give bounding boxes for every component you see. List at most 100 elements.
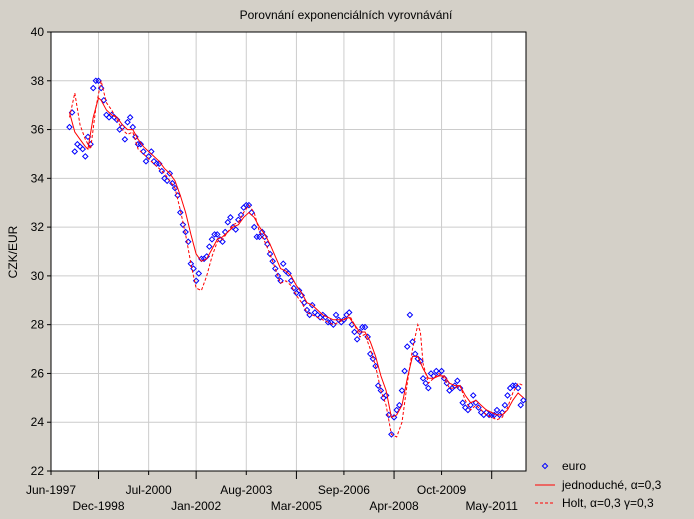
legend: euro jednoduché, α=0,3 Holt, α=0,3 γ=0,3	[535, 459, 662, 510]
data-point	[169, 179, 176, 187]
data-point	[361, 323, 369, 331]
legend-label-simple: jednoduché, α=0,3	[561, 478, 662, 492]
data-point	[467, 401, 474, 409]
data-point	[419, 375, 427, 382]
data-point	[509, 382, 517, 389]
data-point	[488, 411, 496, 419]
data-point	[211, 231, 218, 238]
data-point	[195, 270, 203, 277]
data-point	[179, 221, 187, 228]
x-tick-label: Jul-2000	[126, 483, 172, 497]
x-tick-label: Jun-1997	[26, 483, 76, 497]
data-point	[258, 228, 266, 236]
y-tick-label: 34	[31, 171, 45, 185]
data-point	[95, 77, 102, 85]
data-point	[422, 379, 430, 387]
data-point	[266, 250, 274, 258]
data-point	[485, 411, 493, 419]
data-point	[245, 201, 253, 209]
data-point	[356, 328, 364, 336]
y-tick-label: 24	[31, 415, 45, 429]
data-point	[454, 377, 461, 385]
data-point	[182, 228, 189, 236]
data-point	[285, 270, 292, 277]
data-point	[396, 401, 403, 409]
x-tick-label: Oct-2009	[417, 483, 467, 497]
x-tick-label: Jan-2002	[171, 499, 221, 513]
data-point	[219, 238, 226, 246]
data-point	[269, 257, 276, 265]
data-point	[81, 153, 89, 160]
data-point	[166, 170, 174, 177]
data-point	[372, 362, 379, 370]
y-tick-label: 36	[31, 123, 45, 137]
data-point	[253, 233, 261, 241]
data-point	[137, 140, 145, 148]
data-point	[227, 214, 234, 221]
data-point	[224, 218, 232, 226]
data-point	[459, 399, 466, 407]
data-point	[351, 328, 358, 336]
y-axis-label: CZK/EUR	[6, 225, 20, 278]
data-point	[369, 355, 377, 363]
data-point	[295, 287, 303, 294]
data-point	[176, 209, 184, 216]
y-tick-label: 38	[31, 74, 45, 88]
data-point	[140, 148, 147, 155]
x-tick-label: Dec-1998	[72, 499, 124, 513]
data-point	[261, 233, 269, 241]
plot-area	[51, 32, 526, 471]
data-point	[142, 157, 150, 165]
data-point	[121, 136, 129, 143]
data-point	[271, 265, 279, 272]
data-point	[208, 235, 216, 243]
data-point	[66, 123, 73, 131]
data-point	[187, 260, 195, 268]
data-point	[353, 335, 361, 343]
y-tick-label: 28	[31, 318, 45, 332]
data-point	[425, 384, 432, 392]
legend-label-holt: Holt, α=0,3 γ=0,3	[562, 496, 654, 510]
x-tick-label: May-2011	[465, 499, 518, 513]
data-point	[279, 260, 287, 268]
x-tick-label: Aug-2003	[220, 483, 272, 497]
data-point	[388, 431, 395, 438]
data-point	[417, 357, 424, 365]
data-point	[406, 311, 414, 319]
data-point	[438, 367, 445, 375]
data-point	[393, 406, 401, 414]
data-point	[92, 77, 100, 85]
data-point	[79, 145, 86, 153]
legend-item-simple: jednoduché, α=0,3	[535, 478, 662, 492]
simple-smoothing-line	[69, 96, 524, 419]
data-point	[501, 401, 509, 409]
data-point	[520, 396, 527, 404]
data-point	[306, 311, 313, 319]
y-tick-label: 22	[31, 464, 45, 478]
legend-item-euro: euro	[541, 459, 586, 473]
data-point	[409, 338, 416, 346]
data-point	[232, 226, 240, 233]
data-point	[71, 148, 79, 155]
data-point	[456, 384, 464, 392]
legend-marker-euro	[541, 462, 549, 470]
data-point	[171, 184, 179, 192]
legend-label-euro: euro	[562, 459, 586, 473]
data-point	[401, 367, 408, 375]
y-tick-label: 32	[31, 220, 45, 234]
data-point	[377, 387, 385, 394]
data-point	[359, 323, 366, 331]
data-point	[124, 118, 131, 126]
data-point	[493, 406, 501, 414]
data-point	[475, 404, 482, 411]
data-point	[382, 392, 390, 399]
data-point	[213, 231, 221, 238]
data-point	[250, 223, 258, 231]
y-tick-label: 40	[31, 25, 45, 39]
legend-item-holt: Holt, α=0,3 γ=0,3	[535, 496, 654, 510]
data-point	[206, 243, 213, 250]
series-layer	[66, 77, 527, 438]
data-point	[274, 272, 282, 280]
y-tick-label: 30	[31, 269, 45, 283]
data-point	[332, 311, 340, 319]
